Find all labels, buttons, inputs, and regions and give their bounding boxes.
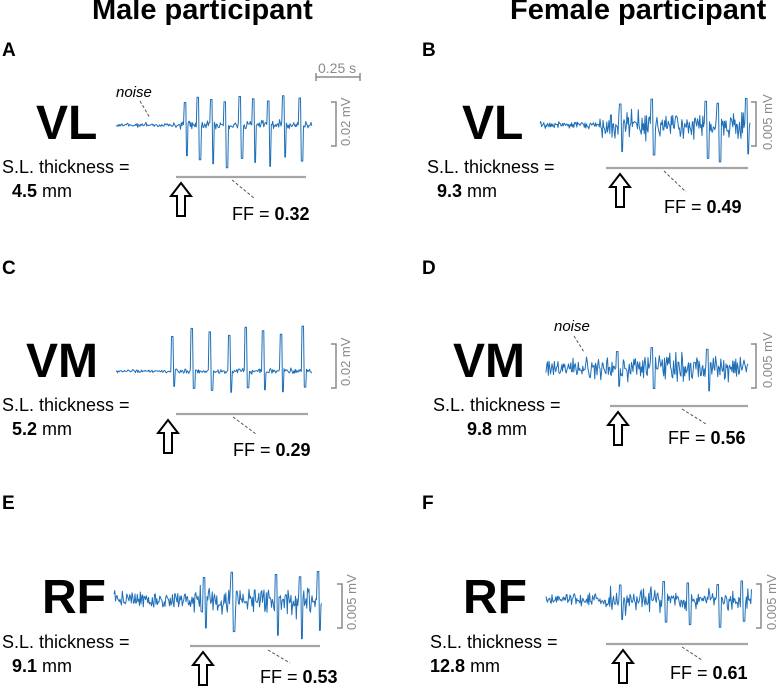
panel-letter-b: B — [422, 40, 436, 61]
emg-trace-f — [545, 580, 752, 628]
noise-pointer-a — [139, 100, 151, 119]
up-arrow-icon — [607, 172, 633, 208]
ff-prefix: FF = — [668, 428, 711, 448]
ff-prefix: FF = — [233, 440, 276, 460]
sl-unit: mm — [467, 181, 498, 201]
ff-value: 0.29 — [275, 440, 311, 460]
up-arrow-icon — [610, 648, 636, 684]
emg-trace-c — [115, 325, 313, 393]
ff-pointer-c — [232, 416, 257, 435]
ff-label-f: FF = 0.61 — [670, 663, 748, 684]
ff-value: 0.61 — [712, 663, 748, 683]
muscle-label-a: VL — [36, 97, 98, 150]
sl-thickness-b: S.L. thickness = 9.3 mm — [427, 155, 555, 203]
sl-unit: mm — [42, 181, 73, 201]
up-arrow-icon — [190, 650, 216, 686]
ff-label-d: FF = 0.56 — [668, 428, 746, 449]
sl-unit: mm — [42, 656, 73, 676]
sl-label: S.L. thickness = — [433, 395, 561, 415]
ff-label-b: FF = 0.49 — [664, 197, 742, 218]
sl-label: S.L. thickness = — [2, 157, 130, 177]
panel-letter-a: A — [2, 40, 16, 61]
ff-value: 0.49 — [706, 197, 742, 217]
ff-pointer-e — [267, 649, 291, 664]
column-title-female: Female participant — [510, 0, 767, 26]
sl-unit: mm — [497, 419, 528, 439]
sl-thickness-f: S.L. thickness = 12.8 mm — [430, 630, 558, 678]
sl-thickness-c: S.L. thickness = 5.2 mm — [2, 393, 130, 441]
muscle-label-b: VL — [462, 97, 524, 150]
ff-pointer-d — [681, 408, 707, 425]
sl-value: 9.3 — [437, 181, 463, 201]
ff-value: 0.32 — [274, 204, 310, 224]
up-arrow-icon — [155, 418, 181, 454]
panel-letter-d: D — [422, 258, 436, 279]
noise-label-d: noise — [554, 318, 590, 335]
muscle-label-c: VM — [26, 335, 98, 388]
emg-trace-d — [545, 347, 749, 392]
amp-scale-bar-f — [756, 583, 762, 629]
ff-prefix: FF = — [232, 204, 275, 224]
sl-value: 5.2 — [12, 419, 38, 439]
sl-value: 9.8 — [467, 419, 493, 439]
up-arrow-icon — [168, 181, 194, 217]
ff-prefix: FF = — [670, 663, 713, 683]
ff-pointer-f — [681, 646, 703, 661]
ff-value: 0.56 — [710, 428, 746, 448]
sl-value: 4.5 — [12, 181, 38, 201]
emg-trace-a — [115, 95, 313, 169]
time-scale-bar — [315, 73, 361, 81]
ff-pointer-b — [663, 170, 687, 193]
sl-value: 12.8 — [430, 656, 466, 676]
noise-label-a: noise — [116, 84, 152, 101]
sl-label: S.L. thickness = — [427, 157, 555, 177]
amp-scale-bar-e — [337, 583, 343, 629]
panel-letter-e: E — [2, 493, 15, 514]
time-scale-label: 0.25 s — [318, 60, 357, 76]
ff-value: 0.53 — [302, 667, 338, 687]
amp-scale-bar-c — [331, 343, 337, 389]
sl-label: S.L. thickness = — [2, 632, 130, 652]
sl-thickness-e: S.L. thickness = 9.1 mm — [2, 630, 130, 678]
sl-value: 9.1 — [12, 656, 38, 676]
panel-letter-f: F — [422, 493, 434, 514]
sl-thickness-a: S.L. thickness = 4.5 mm — [2, 155, 130, 203]
noise-pointer-d — [573, 335, 585, 353]
sl-label: S.L. thickness = — [430, 632, 558, 652]
sl-thickness-d: S.L. thickness = 9.8 mm — [433, 393, 561, 441]
muscle-label-d: VM — [453, 335, 525, 388]
column-title-male: Male participant — [92, 0, 313, 26]
emg-trace-b — [539, 97, 751, 163]
sl-unit: mm — [42, 419, 73, 439]
muscle-label-e: RF — [42, 571, 106, 624]
ff-prefix: FF = — [260, 667, 303, 687]
amp-scale-bar-d — [751, 343, 757, 389]
ff-label-a: FF = 0.32 — [232, 204, 310, 225]
muscle-label-f: RF — [463, 571, 527, 624]
sl-label: S.L. thickness = — [2, 395, 130, 415]
amp-scale-bar-a — [331, 101, 337, 147]
amp-scale-bar-b — [751, 101, 757, 147]
sl-unit: mm — [470, 656, 501, 676]
ff-prefix: FF = — [664, 197, 707, 217]
up-arrow-icon — [605, 410, 631, 446]
emg-trace-e — [113, 571, 323, 640]
panel-letter-c: C — [2, 258, 16, 279]
ff-label-e: FF = 0.53 — [260, 667, 338, 688]
ff-label-c: FF = 0.29 — [233, 440, 311, 461]
ff-pointer-a — [231, 179, 255, 199]
